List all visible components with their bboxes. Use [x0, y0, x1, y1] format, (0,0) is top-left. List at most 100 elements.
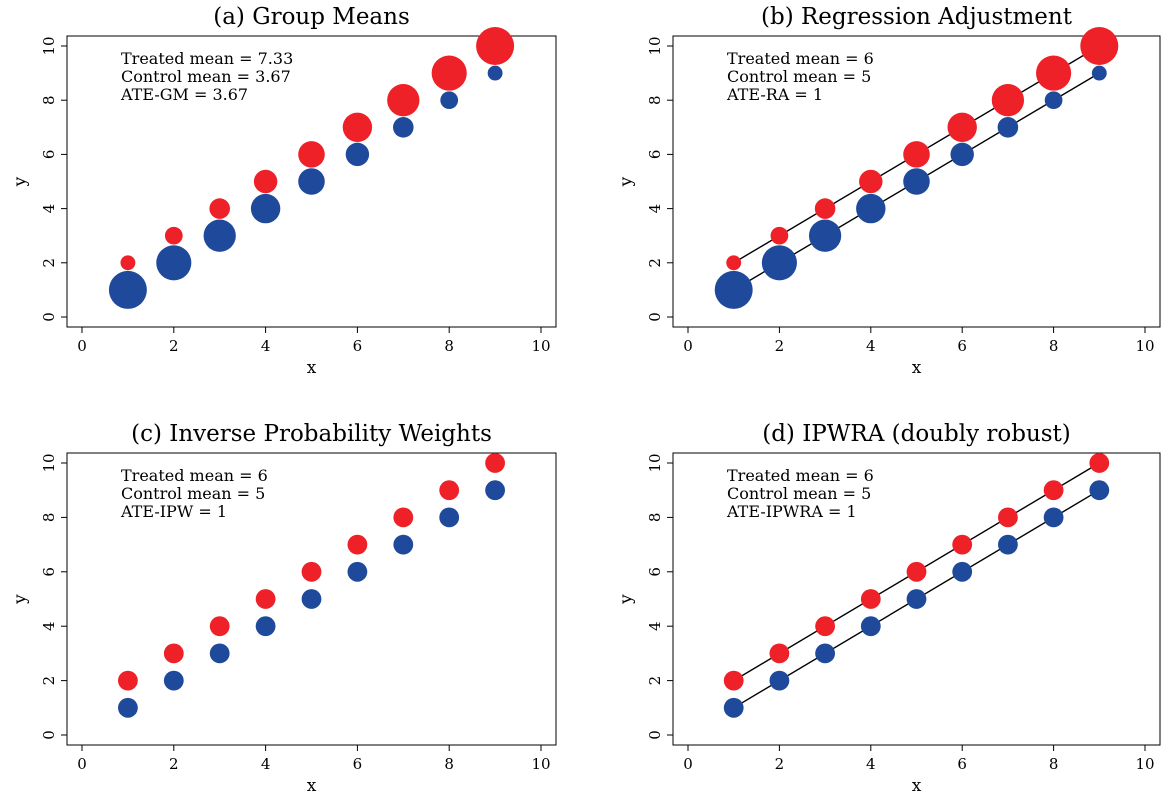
- annotation-line: ATE-GM = 3.67: [120, 85, 248, 104]
- panel-c: (c) Inverse Probability Weights 0 2 4 6 8 10 0 2…: [11, 421, 557, 794]
- x-tick-label: 8: [1049, 337, 1059, 355]
- y-tick-label: 8: [646, 513, 664, 523]
- control-point: [714, 270, 753, 309]
- y-tick-label: 10: [40, 36, 58, 55]
- control-point: [1091, 65, 1107, 81]
- y-tick-label: 6: [40, 567, 58, 577]
- control-point: [485, 480, 505, 501]
- x-tick-label: 6: [353, 337, 363, 355]
- y-tick-label: 0: [40, 730, 58, 740]
- y-tick-label: 0: [40, 312, 58, 322]
- treated-point: [485, 453, 505, 473]
- control-point: [393, 534, 414, 555]
- treated-point: [387, 84, 420, 117]
- x-tick-label: 10: [1135, 337, 1154, 355]
- y-axis-label: y: [11, 594, 31, 605]
- annotation-line: ATE-IPWRA = 1: [726, 502, 857, 521]
- y-axis-label: y: [11, 176, 31, 187]
- treated-point: [163, 643, 184, 664]
- treated-point: [1080, 27, 1119, 65]
- annotation-line: Control mean = 5: [121, 484, 265, 503]
- control-point: [761, 245, 797, 281]
- treated-point: [1043, 480, 1064, 501]
- y-tick-label: 4: [646, 621, 664, 631]
- control-point: [998, 534, 1018, 555]
- chart-title: (a) Group Means: [213, 4, 410, 30]
- y-axis-label: y: [617, 176, 637, 187]
- treated-point: [906, 561, 927, 582]
- y-tick-label: 2: [40, 258, 58, 268]
- treated-point: [439, 480, 460, 501]
- control-point: [393, 117, 414, 138]
- treated-point: [1089, 453, 1110, 473]
- treated-point: [118, 670, 138, 691]
- y-tick-label: 6: [646, 567, 664, 577]
- x-tick-label: 8: [444, 337, 454, 355]
- treated-point: [952, 534, 973, 555]
- treated-point: [815, 616, 835, 637]
- treated-point: [726, 255, 742, 271]
- control-point: [903, 168, 930, 195]
- treated-point: [209, 198, 230, 219]
- annotation-line: Control mean = 5: [727, 484, 871, 503]
- x-tick-label: 6: [957, 755, 967, 773]
- treated-point: [723, 670, 744, 691]
- x-tick-label: 0: [683, 755, 693, 773]
- chart-title: (d) IPWRA (doubly robust): [762, 421, 1071, 447]
- panel-b: (b) Regression Adjustment 0 2 4 6 8 10 0 2 4 6 8 10 x…: [617, 4, 1161, 378]
- y-tick-label: 0: [646, 730, 664, 740]
- x-axis-label: x: [307, 358, 317, 378]
- treated-point: [859, 169, 883, 194]
- treated-point: [342, 112, 373, 143]
- y-tick-label: 2: [646, 676, 664, 686]
- annotation-line: ATE-IPW = 1: [120, 502, 227, 521]
- control-point: [997, 117, 1019, 138]
- x-tick-label: 4: [866, 337, 876, 355]
- control-point: [156, 245, 192, 281]
- control-point: [439, 507, 460, 528]
- control-point: [255, 616, 276, 637]
- x-tick-label: 0: [77, 337, 87, 355]
- treated-point: [301, 561, 322, 582]
- treated-point: [991, 84, 1025, 117]
- treated-point: [770, 226, 789, 245]
- control-point: [860, 616, 881, 637]
- control-point: [1044, 91, 1063, 110]
- treated-point: [209, 616, 230, 637]
- y-tick-label: 2: [40, 676, 58, 686]
- chart-title: (b) Regression Adjustment: [761, 4, 1073, 30]
- treated-point: [903, 141, 930, 168]
- control-point: [209, 643, 230, 664]
- treated-point: [253, 169, 278, 194]
- control-point: [906, 589, 927, 609]
- control-point: [301, 589, 322, 609]
- treated-point: [814, 198, 836, 219]
- plot-frame: [66, 35, 557, 328]
- treated-point: [255, 589, 276, 609]
- treated-point: [998, 507, 1018, 528]
- treated-point: [947, 112, 977, 143]
- y-tick-label: 2: [646, 258, 664, 268]
- control-point: [203, 219, 236, 252]
- plot-frame: [66, 452, 557, 746]
- treated-point: [860, 589, 881, 609]
- y-tick-label: 8: [40, 513, 58, 523]
- plot-frame: [672, 452, 1161, 746]
- plot-frame: [672, 35, 1161, 328]
- x-tick-label: 2: [775, 337, 785, 355]
- x-tick-label: 2: [169, 755, 179, 773]
- annotation-line: Treated mean = 6: [727, 49, 874, 68]
- x-tick-label: 8: [444, 755, 454, 773]
- treated-point: [120, 255, 136, 271]
- x-tick-label: 2: [169, 337, 179, 355]
- control-point: [815, 643, 835, 664]
- treated-point: [1036, 55, 1072, 91]
- y-tick-label: 4: [646, 204, 664, 214]
- x-axis-label: x: [307, 776, 317, 794]
- y-axis-label: y: [617, 594, 637, 605]
- control-point: [108, 270, 147, 309]
- y-tick-label: 4: [40, 621, 58, 631]
- control-point: [118, 697, 138, 718]
- control-point: [856, 193, 886, 224]
- panel-d: (d) IPWRA (doubly robust) 0 2 4 6 8 10 0 2 4 6 8 10 x…: [617, 421, 1161, 794]
